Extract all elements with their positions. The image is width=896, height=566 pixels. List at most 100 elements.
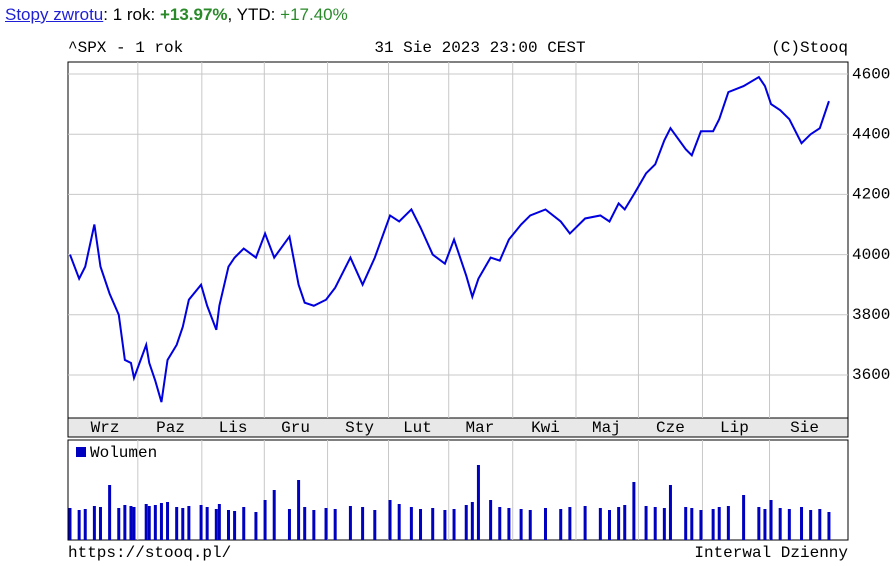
volume-bar: [476, 465, 480, 540]
volume-frame: [67, 439, 849, 541]
return-1y: +13.97%: [159, 5, 228, 24]
volume-bar: [699, 510, 703, 540]
volume-bar: [757, 507, 761, 540]
x-tick-label: Sie: [790, 419, 819, 437]
volume-bar: [452, 509, 456, 540]
volume-bar: [92, 506, 96, 540]
volume-bar: [373, 510, 377, 540]
returns-link[interactable]: Stopy zwrotu: [5, 5, 104, 24]
volume-bar: [98, 507, 102, 540]
volume-bar: [409, 507, 413, 540]
text: : 1 rok:: [103, 5, 160, 24]
volume-bar: [324, 508, 328, 540]
y-tick-label: 3800: [852, 306, 890, 324]
volume-bar: [583, 506, 587, 540]
volume-bar: [726, 506, 730, 540]
plot-frame: [67, 61, 849, 419]
footer-interval: Interwal Dzienny: [694, 544, 848, 562]
return-ytd: +17.40%: [280, 5, 348, 24]
volume-bar: [297, 480, 301, 540]
volume-bar: [607, 510, 611, 540]
volume-bar: [818, 509, 822, 540]
legend-swatch: [76, 447, 86, 457]
x-tick-label: Sty: [345, 419, 374, 437]
x-tick-label: Lip: [720, 419, 749, 437]
volume-bar: [233, 511, 237, 540]
volume-bar: [769, 500, 773, 540]
volume-bar: [129, 506, 133, 540]
volume-bar: [787, 509, 791, 540]
volume-bar: [166, 502, 170, 540]
volume-bar: [632, 482, 636, 540]
volume-bar: [470, 502, 474, 540]
y-tick-label: 4200: [852, 186, 890, 204]
volume-bar: [419, 509, 423, 540]
volume-bar: [83, 509, 87, 540]
volume-bar: [662, 508, 666, 540]
volume-bar: [464, 505, 468, 540]
volume-bar: [568, 507, 572, 540]
volume-bar: [397, 504, 401, 540]
volume-bar: [498, 507, 502, 540]
y-tick-label: 3600: [852, 366, 890, 384]
y-tick-label: 4400: [852, 125, 890, 143]
volume-bar: [117, 508, 121, 540]
volume-bar: [68, 508, 72, 540]
x-tick-label: Gru: [281, 419, 310, 437]
volume-bar: [303, 507, 307, 540]
price-line: [69, 75, 830, 403]
volume-bar: [623, 505, 627, 540]
y-tick-label: 4600: [852, 65, 890, 83]
volume-bar: [144, 504, 148, 540]
volume-bar: [598, 508, 602, 540]
volume-bar: [147, 506, 151, 540]
volume-bar: [711, 509, 715, 540]
legend-label: Wolumen: [90, 444, 157, 462]
volume-bar: [489, 500, 493, 540]
volume-bar: [159, 503, 163, 540]
volume-bar: [827, 512, 831, 540]
volume-bar: [287, 509, 291, 540]
volume-bar: [226, 510, 230, 540]
volume-bar: [181, 508, 185, 540]
volume-bar: [388, 500, 392, 540]
volume-bar: [333, 509, 337, 540]
volume-bar: [778, 508, 782, 540]
volume-bar: [175, 507, 179, 540]
x-tick-label: Wrz: [91, 419, 120, 437]
text: , YTD:: [227, 5, 281, 24]
volume-bar: [528, 510, 532, 540]
volume-bar: [443, 510, 447, 540]
x-tick-label: Kwi: [531, 419, 560, 437]
returns-header: Stopy zwrotu: 1 rok: +13.97%, YTD: +17.4…: [5, 5, 348, 25]
volume-bar: [187, 506, 191, 540]
volume-bar: [559, 509, 563, 540]
volume-bar: [690, 508, 694, 540]
volume-bar: [132, 507, 136, 540]
volume-bar: [763, 509, 767, 540]
volume-bar: [77, 510, 81, 540]
volume-bar: [519, 509, 523, 540]
copyright: (C)Stooq: [771, 39, 848, 57]
x-tick-label: Paz: [156, 419, 185, 437]
volume-bar: [272, 490, 276, 540]
volume-bar: [214, 509, 218, 540]
y-tick-label: 4000: [852, 246, 890, 264]
volume-bar: [348, 506, 352, 540]
x-axis-band: [67, 417, 849, 438]
volume-bar: [205, 507, 209, 540]
volume-bar: [361, 507, 365, 540]
volume-bar: [668, 485, 672, 540]
volume-bar: [199, 505, 203, 540]
volume-bar: [742, 495, 746, 540]
x-tick-label: Maj: [592, 419, 621, 437]
volume-bar: [431, 508, 435, 540]
chart-date: 31 Sie 2023 23:00 CEST: [374, 39, 585, 57]
volume-bar: [263, 500, 267, 540]
volume-bar: [543, 508, 547, 540]
footer-url: https://stooq.pl/: [68, 544, 231, 562]
volume-bar: [312, 510, 316, 540]
volume-bar: [217, 504, 221, 540]
